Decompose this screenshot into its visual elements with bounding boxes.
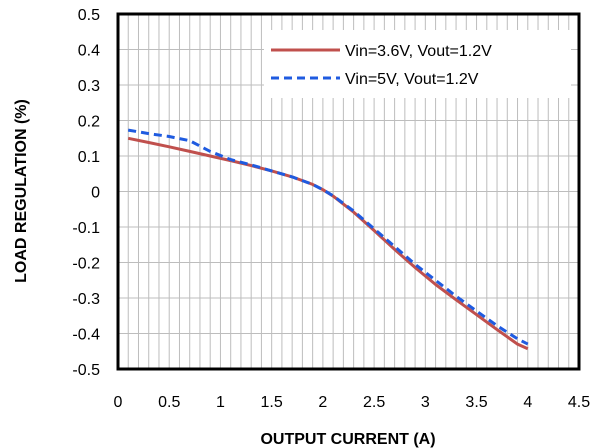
y-tick-label: -0.2: [72, 256, 100, 273]
y-axis-title: LOAD REGULATION (%): [13, 99, 30, 283]
x-tick-label: 2: [318, 394, 327, 411]
y-tick-label: -0.1: [72, 220, 100, 237]
plot-area-border: [116, 12, 581, 371]
y-tick-label: 0.2: [78, 114, 100, 131]
x-tick-label: 3.5: [465, 394, 487, 411]
y-tick-label: 0.1: [78, 149, 100, 166]
y-tick-label: -0.3: [72, 291, 100, 308]
y-tick-labels: 0.5 0.4 0.3 0.2 0.1 0 -0.1 -0.2 -0.3 -0.4 -0.5: [72, 7, 100, 379]
y-tick-label: 0.3: [78, 78, 100, 95]
legend-label-series-1: Vin=3.6V, Vout=1.2V: [345, 43, 492, 60]
x-tick-label: 2.5: [363, 394, 385, 411]
x-axis-title: OUTPUT CURRENT (A): [260, 431, 435, 448]
x-tick-labels: 0 0.5 1 1.5 2 2.5 3 3.5 4 4.5: [114, 394, 591, 411]
x-tick-label: 3: [421, 394, 430, 411]
legend: Vin=3.6V, Vout=1.2V Vin=5V, Vout=1.2V: [264, 30, 571, 98]
grid-lines: [118, 13, 579, 370]
x-tick-label: 4: [523, 394, 532, 411]
y-tick-label: -0.5: [72, 362, 100, 379]
x-tick-label: 1: [216, 394, 225, 411]
x-tick-label: 4.5: [568, 394, 590, 411]
x-tick-label: 1.5: [261, 394, 283, 411]
y-tick-label: 0.4: [78, 43, 100, 60]
y-tick-label: 0: [91, 185, 100, 202]
x-tick-label: 0: [114, 394, 123, 411]
legend-label-series-2: Vin=5V, Vout=1.2V: [345, 71, 479, 88]
series-line-2: [127, 128, 529, 346]
series-layer: [127, 128, 529, 351]
y-tick-label: -0.4: [72, 327, 100, 344]
y-tick-label: 0.5: [78, 7, 100, 24]
legend-box: [264, 30, 571, 98]
x-tick-label: 0.5: [158, 394, 180, 411]
